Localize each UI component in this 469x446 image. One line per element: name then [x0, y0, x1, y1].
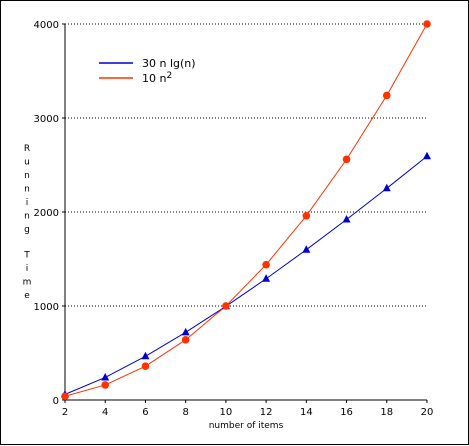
series-1-point-9: [423, 20, 431, 28]
series-1-point-1: [101, 381, 110, 389]
y-axis-label-char-1: u: [24, 158, 30, 168]
series-0-point-9: [423, 151, 431, 160]
y-tick-label-2: 2000: [34, 208, 59, 219]
x-tick-label-9: 20: [421, 407, 434, 418]
x-tick-label-7: 16: [340, 407, 353, 418]
series-0-point-1: [101, 372, 110, 381]
y-axis-label-char-8: T: [23, 251, 30, 261]
series-line-0: [64, 155, 428, 395]
y-axis-label-char-9: i: [26, 264, 29, 274]
x-tick-label-3: 8: [182, 407, 188, 418]
y-tick-label-4: 4000: [34, 20, 59, 31]
y-axis-label-char-2: n: [24, 171, 30, 181]
legend: 30 n lg(n) 10 n2: [99, 57, 196, 85]
series-1-point-8: [382, 91, 391, 100]
series-0-point-6: [302, 245, 311, 253]
legend-label-1-superscript: 2: [166, 71, 172, 81]
legend-label-1-main: 10 n: [142, 72, 166, 85]
series-1-point-0: [61, 392, 69, 401]
x-tick-label-1: 4: [102, 407, 108, 418]
series-1-point-2: [141, 362, 150, 370]
series-1-point-3: [181, 336, 190, 344]
x-tick-label-2: 6: [142, 407, 148, 418]
series-lines: [64, 23, 428, 397]
series-0-point-7: [342, 215, 351, 223]
x-tick-label-6: 14: [300, 407, 313, 418]
x-axis-label: number of items: [209, 421, 284, 431]
y-tick-label-1: 1000: [34, 302, 59, 313]
y-axis-label-char-4: i: [26, 198, 29, 208]
y-tick-label-0: 0: [53, 396, 59, 407]
series-0-point-8: [382, 183, 391, 192]
y-tick-label-3: 3000: [34, 114, 59, 125]
y-axis-label-char-0: R: [24, 144, 30, 154]
legend-label-0: 30 n lg(n): [142, 57, 196, 70]
x-tick-labels: 2 4 6 8 10 12 14 16 18 20: [62, 400, 434, 418]
series-0-point-3: [181, 327, 190, 336]
series-1-point-4: [222, 302, 230, 310]
series-0-point-5: [262, 274, 271, 282]
series-1-point-5: [262, 260, 270, 269]
series-1-point-7: [342, 155, 351, 164]
legend-label-1: 10 n2: [142, 71, 172, 85]
y-axis-label-char-3: n: [24, 185, 30, 195]
y-tick-labels: 0 1000 2000 3000 4000: [34, 20, 65, 407]
x-tick-label-4: 10: [220, 407, 233, 418]
x-tick-label-8: 18: [380, 407, 393, 418]
x-tick-label-5: 12: [260, 407, 273, 418]
y-axis-label-char-6: g: [24, 225, 30, 235]
series-0-point-2: [141, 351, 150, 360]
gridlines: [65, 23, 427, 307]
y-axis-label-char-10: m: [23, 278, 32, 288]
y-axis-label-char-11: e: [24, 291, 30, 301]
series-1-point-6: [302, 211, 311, 220]
y-axis-label-char-5: n: [24, 212, 30, 222]
series-line-1: [64, 23, 428, 397]
x-tick-label-0: 2: [62, 407, 68, 418]
series-markers: [61, 20, 431, 401]
